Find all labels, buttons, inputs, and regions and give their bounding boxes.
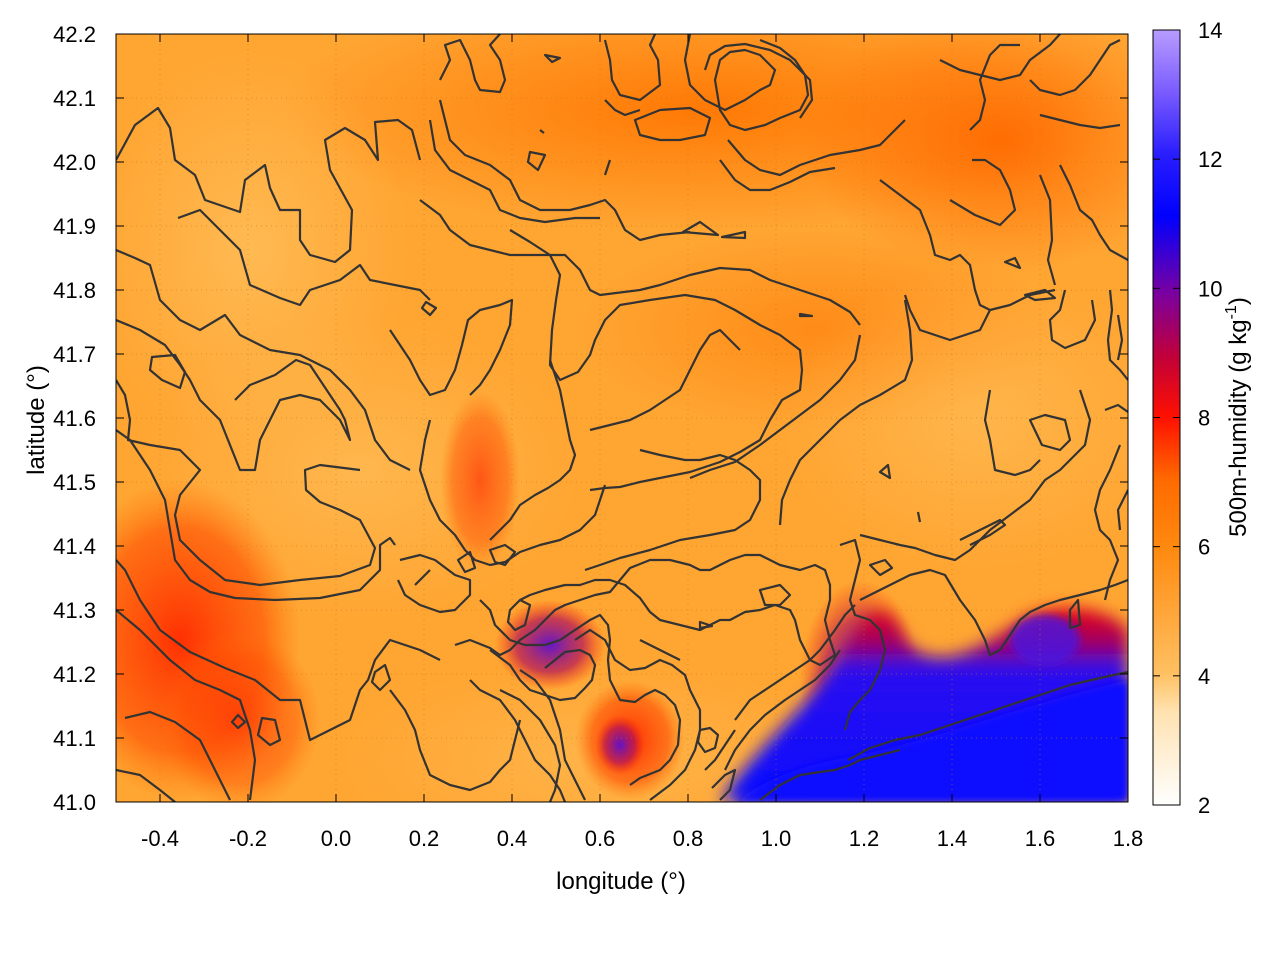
axis-ticks (116, 33, 1129, 803)
x-axis-label: longitude (°) (556, 868, 686, 895)
y-tick-label: 42.2 (53, 22, 96, 47)
colorbar-tick-label: 14 (1198, 18, 1222, 43)
colorbar-tick-label: 10 (1198, 276, 1222, 301)
y-tick-label: 41.8 (53, 278, 96, 303)
y-tick-label: 41.9 (53, 214, 96, 239)
colorbar-tick-label: 4 (1198, 664, 1210, 689)
colorbar-label-main: 500m-humidity (g kg (1225, 319, 1252, 536)
colorbar-label-end: ) (1225, 297, 1252, 305)
x-tick-label: 0.8 (673, 826, 704, 851)
contour-lines (116, 34, 1128, 802)
y-tick-label: 41.0 (53, 790, 96, 815)
y-tick-label: 41.4 (53, 534, 96, 559)
y-tick-label: 41.7 (53, 342, 96, 367)
y-tick-label: 41.1 (53, 726, 96, 751)
colorbar-ticks (1153, 29, 1180, 806)
y-tick-label: 41.5 (53, 470, 96, 495)
x-tick-label: 1.6 (1025, 826, 1056, 851)
x-tick-label: -0.4 (141, 826, 179, 851)
y-tick-label: 41.2 (53, 662, 96, 687)
colorbar-tick-label: 8 (1198, 406, 1210, 431)
colorbar-label: 500m-humidity (g kg-1) (1223, 297, 1252, 537)
x-tick-label: 1.8 (1113, 826, 1144, 851)
x-tick-label: 1.4 (937, 826, 968, 851)
colorbar-label-sup: -1 (1223, 305, 1240, 319)
y-tick-labels: 41.0 41.1 41.2 41.3 41.4 41.5 41.6 41.7 41.8 41.9… (53, 22, 96, 815)
y-tick-label: 42.1 (53, 86, 96, 111)
y-tick-label: 41.6 (53, 406, 96, 431)
x-tick-label: -0.2 (229, 826, 267, 851)
colorbar-tick-labels: 2 4 6 8 10 12 14 (1198, 18, 1222, 818)
x-tick-label: 1.2 (849, 826, 880, 851)
colorbar-tick-label: 6 (1198, 535, 1210, 560)
y-axis-label: latitude (°) (23, 365, 50, 475)
colorbar-tick-label: 2 (1198, 793, 1210, 818)
humidity-field (116, 34, 1128, 802)
colorbar-tick-label: 12 (1198, 147, 1222, 172)
x-tick-label: 0.2 (409, 826, 440, 851)
grid-lines (116, 34, 1128, 802)
x-tick-label: 0.0 (321, 826, 352, 851)
x-tick-label: 0.4 (497, 826, 528, 851)
x-tick-label: 1.0 (761, 826, 792, 851)
y-tick-label: 41.3 (53, 598, 96, 623)
y-tick-label: 42.0 (53, 150, 96, 175)
x-tick-labels: -0.4 -0.2 0.0 0.2 0.4 0.6 0.8 1.0 1.2 1.4 1.6 1.8 (141, 826, 1143, 851)
x-tick-label: 0.6 (585, 826, 616, 851)
